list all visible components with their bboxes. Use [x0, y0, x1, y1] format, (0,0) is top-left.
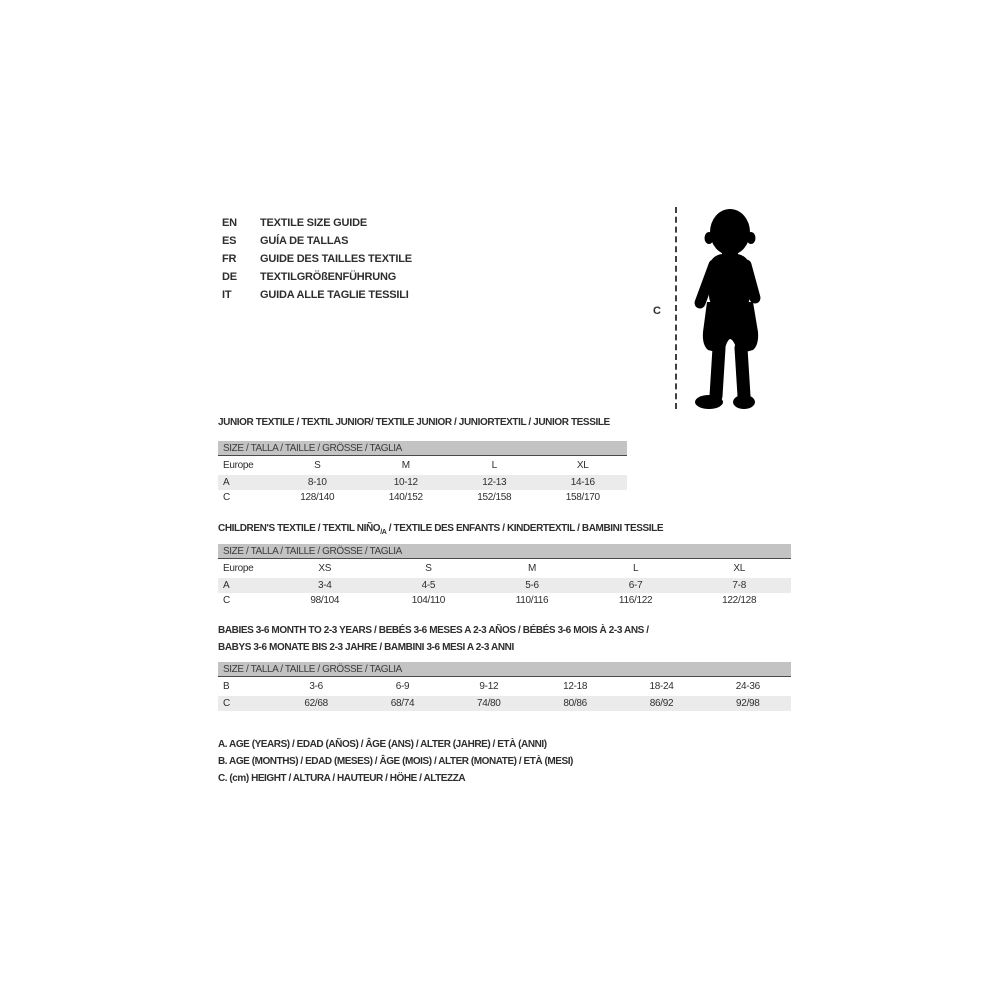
table-cell: A [223, 477, 230, 488]
table-cell: Europe [223, 563, 254, 574]
table-cell: 3-6 [309, 681, 323, 692]
title-text: CHILDREN'S TEXTILE / TEXTIL NIÑO [218, 523, 381, 534]
table-cell: 92/98 [736, 698, 760, 709]
babies-table-title: BABIES 3-6 MONTH TO 2-3 YEARS / BEBÉS 3-… [218, 622, 649, 656]
table-cell: M [401, 460, 410, 471]
table-cell: C [223, 698, 230, 709]
height-measure-label: C [653, 305, 661, 317]
table-cell: XL [576, 460, 589, 471]
table-cell: S [314, 460, 321, 471]
table-cell: Europe [223, 460, 254, 471]
table-cell: S [425, 563, 432, 574]
table-cell: 128/140 [300, 492, 335, 503]
list-item: IT GUIDA ALLE TAGLIE TESSILI [222, 286, 412, 304]
title-text: / TEXTILE DES ENFANTS / KINDERTEXTIL / B… [386, 523, 664, 534]
list-item: DE TEXTILGRÖßENFÜHRUNG [222, 268, 412, 286]
size-header-bar: SIZE / TALLA / TAILLE / GRÖSSE / TAGLIA [218, 544, 791, 559]
table-cell: C [223, 492, 230, 503]
table-row: A 8-10 10-12 12-13 14-16 [218, 475, 627, 490]
table-row: Europe XS S M L XL [218, 559, 791, 578]
language-code: DE [222, 271, 237, 283]
title-subscript: /A [380, 529, 387, 536]
guide-title: GUIDE DES TAILLES TEXTILE [260, 253, 412, 265]
guide-title: TEXTILGRÖßENFÜHRUNG [260, 271, 397, 283]
table-row: C 98/104 104/110 110/116 116/122 122/128 [218, 593, 791, 608]
table-row: A 3-4 4-5 5-6 6-7 7-8 [218, 578, 791, 593]
table-row: C 62/68 68/74 74/80 80/86 86/92 92/98 [218, 696, 791, 711]
legend-line-a: A. AGE (YEARS) / EDAD (AÑOS) / ÂGE (ANS)… [218, 739, 547, 750]
legend-line-b: B. AGE (MONTHS) / EDAD (MESES) / ÂGE (MO… [218, 756, 573, 767]
legend-line-c: C. (cm) HEIGHT / ALTURA / HAUTEUR / HÖHE… [218, 773, 466, 784]
table-cell: B [223, 681, 230, 692]
table-cell: 7-8 [732, 580, 746, 591]
junior-size-table: SIZE / TALLA / TAILLE / GRÖSSE / TAGLIA … [218, 441, 627, 505]
table-cell: 12-18 [563, 681, 588, 692]
table-cell: XL [733, 563, 745, 574]
babies-size-table: SIZE / TALLA / TAILLE / GRÖSSE / TAGLIA … [218, 662, 791, 711]
table-cell: 104/110 [411, 595, 446, 606]
table-cell: 10-12 [393, 477, 418, 488]
guide-title: GUÍA DE TALLAS [260, 235, 349, 247]
table-cell: M [527, 563, 536, 574]
table-cell: C [223, 595, 230, 606]
children-size-table: SIZE / TALLA / TAILLE / GRÖSSE / TAGLIA … [218, 544, 791, 608]
table-cell: 62/68 [304, 698, 328, 709]
size-header-bar: SIZE / TALLA / TAILLE / GRÖSSE / TAGLIA [218, 662, 791, 677]
table-cell: 5-6 [525, 580, 539, 591]
table-cell: 152/158 [477, 492, 512, 503]
size-header-bar: SIZE / TALLA / TAILLE / GRÖSSE / TAGLIA [218, 441, 627, 456]
table-cell: 80/86 [563, 698, 587, 709]
table-cell: 68/74 [390, 698, 415, 709]
table-cell: 6-9 [395, 681, 410, 692]
toddler-silhouette-icon [694, 209, 761, 409]
language-code: FR [222, 253, 237, 265]
table-row: B 3-6 6-9 9-12 12-18 18-24 24-36 [218, 677, 791, 696]
guide-title: GUIDA ALLE TAGLIE TESSILI [260, 289, 409, 301]
table-cell: 86/92 [649, 698, 674, 709]
list-item: EN TEXTILE SIZE GUIDE [222, 214, 412, 232]
table-cell: 12-13 [482, 477, 507, 488]
language-title-list: EN TEXTILE SIZE GUIDE ES GUÍA DE TALLAS … [222, 214, 412, 304]
language-code: IT [222, 289, 232, 301]
table-cell: L [632, 563, 639, 574]
table-cell: A [223, 580, 230, 591]
table-cell: 158/170 [565, 492, 600, 503]
title-line: BABIES 3-6 MONTH TO 2-3 YEARS / BEBÉS 3-… [218, 625, 649, 636]
table-cell: 14-16 [570, 477, 595, 488]
table-cell: XS [318, 563, 332, 574]
table-cell: 140/152 [388, 492, 423, 503]
table-cell: 116/122 [618, 595, 653, 606]
table-cell: 3-4 [318, 580, 332, 591]
table-cell: 6-7 [628, 580, 643, 591]
table-cell: 24-36 [735, 681, 760, 692]
table-cell: 4-5 [421, 580, 436, 591]
language-code: ES [222, 235, 237, 247]
junior-table-title: JUNIOR TEXTILE / TEXTIL JUNIOR/ TEXTILE … [218, 417, 610, 428]
table-cell: 122/128 [722, 595, 757, 606]
measurement-legend: A. AGE (YEARS) / EDAD (AÑOS) / ÂGE (ANS)… [218, 736, 573, 787]
list-item: ES GUÍA DE TALLAS [222, 232, 412, 250]
children-table-title: CHILDREN'S TEXTILE / TEXTIL NIÑO/A / TEX… [218, 520, 664, 541]
table-cell: 98/104 [310, 595, 340, 606]
height-measure-line [675, 207, 677, 409]
table-cell: 9-12 [479, 681, 499, 692]
table-cell: 18-24 [649, 681, 674, 692]
guide-title: TEXTILE SIZE GUIDE [260, 217, 368, 229]
table-cell: 110/116 [515, 595, 549, 606]
table-cell: L [491, 460, 498, 471]
table-cell: 74/80 [477, 698, 501, 709]
table-row: Europe S M L XL [218, 456, 627, 475]
language-code: EN [222, 217, 237, 229]
list-item: FR GUIDE DES TAILLES TEXTILE [222, 250, 412, 268]
table-row: C 128/140 140/152 152/158 158/170 [218, 490, 627, 505]
title-line: BABYS 3-6 MONATE BIS 2-3 JAHRE / BAMBINI… [218, 642, 514, 653]
table-cell: 8-10 [307, 477, 327, 488]
